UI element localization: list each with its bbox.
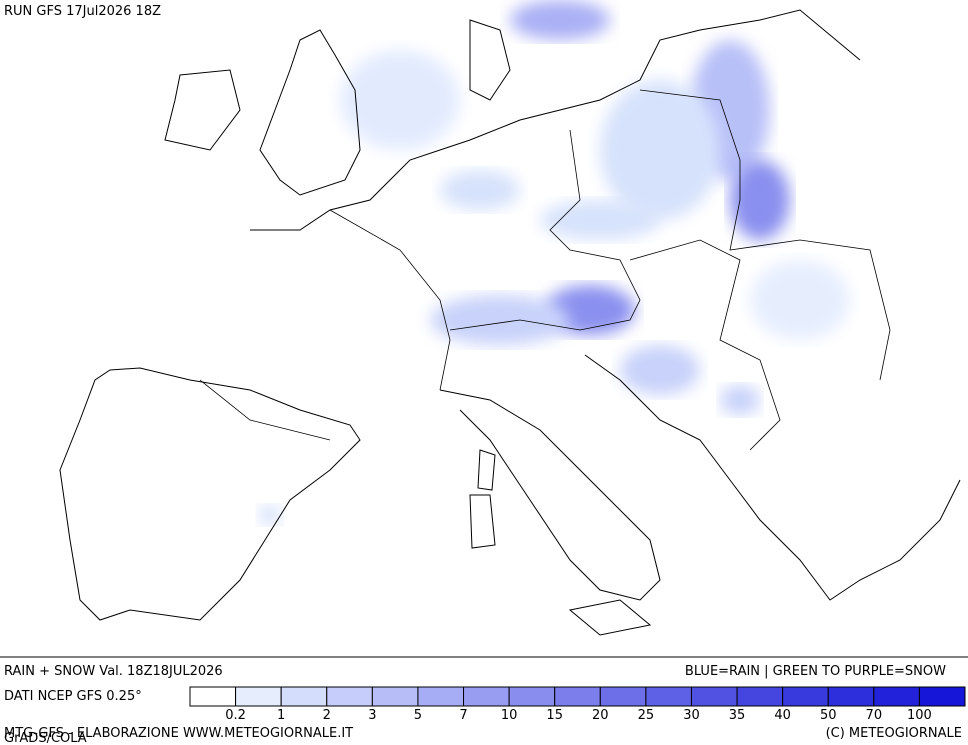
precipitation xyxy=(258,0,850,525)
legend-swatch xyxy=(189,686,237,707)
legend-label: 30 xyxy=(683,708,700,723)
legend-swatch xyxy=(782,686,829,707)
legend-label: 1 xyxy=(277,708,285,723)
coastlines xyxy=(59,9,961,636)
grads: GrADS/COLA xyxy=(4,731,87,745)
color-key: BLUE=RAIN | GREEN TO PURPLE=SNOW xyxy=(685,664,946,679)
legend-swatch xyxy=(736,686,784,707)
legend-swatch xyxy=(280,686,328,707)
legend-label: 15 xyxy=(546,708,563,723)
legend-label: 40 xyxy=(774,708,791,723)
legend-label: 3 xyxy=(368,708,376,723)
legend-label: 5 xyxy=(414,708,422,723)
credit: MTG-GFS - ELABORAZIONE WWW.METEOGIORNALE… xyxy=(4,726,353,741)
legend: 0.2 1 2 3 5 7 10 15 20 25 30 35 40 50 70 100 xyxy=(189,686,966,723)
legend-label: 10 xyxy=(501,708,518,723)
legend-label: 7 xyxy=(459,708,467,723)
legend-swatch xyxy=(873,686,920,707)
copyright: (C) METEOGIORNALE xyxy=(826,726,962,741)
borders xyxy=(199,89,891,451)
legend-swatch xyxy=(417,686,465,707)
legend-swatch xyxy=(371,686,419,707)
legend-label: 0.2 xyxy=(225,708,246,723)
legend-swatch xyxy=(326,686,373,707)
legend-swatch xyxy=(645,686,692,707)
legend-label: 70 xyxy=(866,708,883,723)
legend-label: 100 xyxy=(907,708,932,723)
legend-swatch xyxy=(599,686,647,707)
legend-label: 25 xyxy=(638,708,655,723)
legend-swatch xyxy=(827,686,875,707)
product-title: RAIN + SNOW Val. 18Z18JUL2026 xyxy=(4,664,223,679)
legend-swatch xyxy=(690,686,738,707)
data-source: DATI NCEP GFS 0.25° xyxy=(4,689,142,704)
legend-swatch xyxy=(235,686,282,707)
legend-label: 20 xyxy=(592,708,609,723)
run-title: RUN GFS 17Jul2026 18Z xyxy=(4,4,161,19)
legend-label: 2 xyxy=(323,708,331,723)
legend-swatch xyxy=(554,686,601,707)
legend-swatch xyxy=(918,686,966,707)
legend-swatch xyxy=(463,686,510,707)
legend-swatch xyxy=(508,686,556,707)
legend-label: 50 xyxy=(820,708,837,723)
legend-label: 35 xyxy=(729,708,746,723)
